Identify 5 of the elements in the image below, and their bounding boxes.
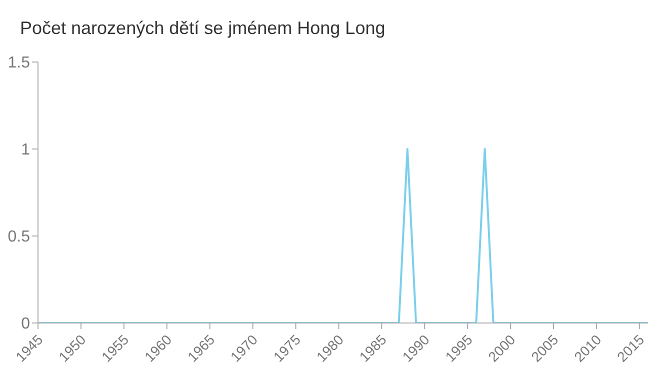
y-tick-label: 0 xyxy=(21,316,30,333)
y-tick-label: 1.5 xyxy=(8,54,30,72)
y-tick-label: 0.5 xyxy=(8,228,30,246)
chart-title: Počet narozených dětí se jménem Hong Long xyxy=(20,18,386,39)
y-tick-label: 1 xyxy=(21,142,30,159)
